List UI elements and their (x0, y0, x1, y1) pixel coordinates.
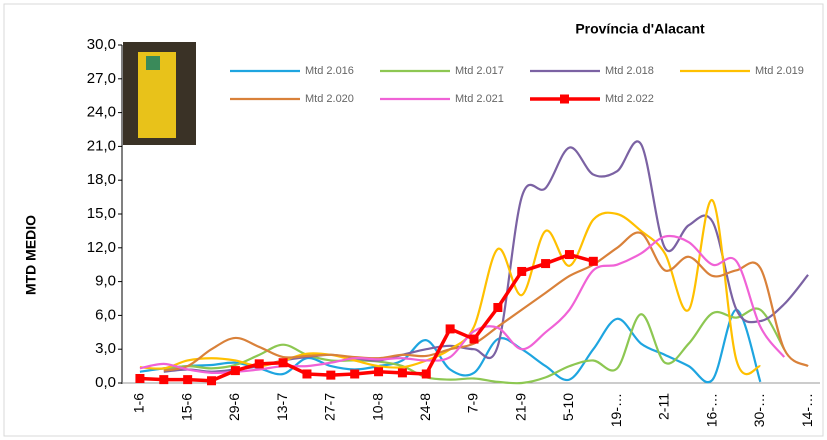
x-tick-label: 19-… (608, 393, 624, 427)
legend-label: Mtd 2.016 (305, 65, 354, 77)
x-tick-label: 7-9 (465, 393, 481, 413)
chart: Província d'Alacant MTD MEDIO 0,0 3,0 6,0 9… (0, 0, 827, 440)
y-tick-label: 18,0 (87, 171, 116, 188)
legend-label: Mtd 2.020 (305, 93, 354, 105)
x-tick-label: 27-7 (322, 393, 338, 421)
x-tick-label: 2-11 (656, 393, 672, 420)
x-tick-label: 14-… (799, 393, 815, 427)
x-tick-label: 21-9 (512, 393, 528, 421)
y-tick-label: 0,0 (95, 374, 116, 391)
point-marker (326, 371, 335, 380)
point-marker (302, 369, 311, 378)
legend-label: Mtd 2.018 (605, 65, 654, 77)
x-tick-label: 16-… (703, 393, 719, 427)
y-tick-label: 30,0 (87, 36, 116, 53)
chart-title: Província d'Alacant (575, 21, 705, 37)
point-marker (470, 335, 479, 344)
y-tick-label: 21,0 (87, 137, 116, 154)
x-tick-label: 15-6 (178, 393, 194, 421)
legend-label: Mtd 2.017 (455, 65, 504, 77)
y-tick-label: 12,0 (87, 239, 116, 256)
y-tick-label: 24,0 (87, 104, 116, 121)
y-tick-label: 6,0 (95, 306, 116, 323)
x-tick-label: 10-8 (369, 393, 385, 421)
legend-label: Mtd 2.019 (755, 65, 804, 77)
point-marker (135, 374, 144, 383)
point-marker (446, 324, 455, 333)
x-tick-label: 13-7 (274, 393, 290, 421)
x-tick-label: 5-10 (560, 393, 576, 421)
point-marker (207, 376, 216, 385)
point-marker (398, 368, 407, 377)
x-tick-label: 30-… (751, 393, 767, 427)
point-marker (517, 267, 526, 276)
x-tick-label: 29-6 (226, 393, 242, 421)
point-marker (565, 250, 574, 259)
point-marker (183, 375, 192, 384)
point-marker (493, 303, 502, 312)
point-marker (589, 257, 598, 266)
trap-photo (123, 42, 196, 145)
legend-label: Mtd 2.022 (605, 93, 654, 105)
point-marker (159, 375, 168, 384)
point-marker (350, 369, 359, 378)
legend-label: Mtd 2.021 (455, 93, 504, 105)
point-marker (231, 366, 240, 375)
point-marker (279, 358, 288, 367)
x-tick-label: 24-8 (417, 393, 433, 421)
point-marker (255, 359, 264, 368)
legend-box (213, 54, 816, 120)
y-tick-label: 3,0 (95, 340, 116, 357)
x-tick-label: 1-6 (131, 393, 147, 413)
y-tick-label: 15,0 (87, 205, 116, 222)
y-tick-label: 27,0 (87, 70, 116, 87)
point-marker (374, 367, 383, 376)
point-marker (422, 369, 431, 378)
point-marker (541, 259, 550, 268)
legend-marker (560, 95, 569, 104)
y-tick-label: 9,0 (95, 273, 116, 290)
y-axis-label: MTD MEDIO (23, 215, 39, 295)
